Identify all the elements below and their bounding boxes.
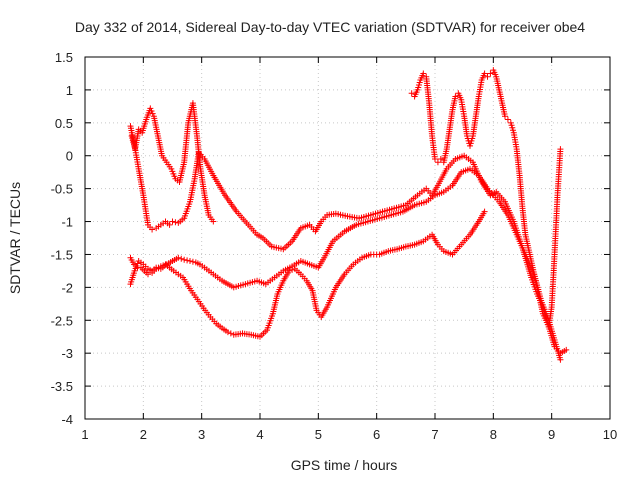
data-point [502,113,508,120]
data-point [504,116,511,123]
trace-marker [172,219,179,226]
data-point [408,90,415,97]
y-tick-label: -3 [61,346,73,361]
x-tick-label: 3 [198,427,205,442]
data-point [145,271,151,278]
series-track-3 [127,208,488,340]
y-tick-label: -4 [61,412,73,427]
x-tick-label: 2 [140,427,147,442]
data-point [286,267,293,274]
trace-marker [289,266,296,273]
data-point [563,346,570,353]
data-point [452,93,459,100]
y-tick-label: -0.5 [51,182,73,197]
data-point [481,208,488,215]
y-tick-label: -3.5 [51,379,73,394]
x-tick-label: 6 [373,427,380,442]
trace-marker [227,330,234,337]
data-point [181,256,188,263]
x-axis-label: GPS time / hours [291,457,398,473]
data-point [557,356,564,363]
x-tick-label: 10 [603,427,617,442]
trace-marker [148,107,155,114]
series-track-5 [408,67,564,330]
x-tick-label: 8 [490,427,497,442]
x-tick-label: 1 [81,427,88,442]
trace-marker [184,257,191,264]
chart-title: Day 332 of 2014, Sidereal Day-to-day VTE… [75,19,585,35]
y-tick-label: -2.5 [51,313,73,328]
x-tick-label: 9 [548,427,555,442]
data-point [481,70,488,77]
data-point [420,70,427,77]
y-axis-label: SDTVAR / TECUs [7,182,23,294]
x-tick-label: 7 [431,427,438,442]
data-point [147,105,154,112]
data-point [487,70,494,77]
data-point [224,329,231,336]
y-tick-label: 0 [66,149,73,164]
y-tick-label: -2 [61,280,73,295]
x-tick-label: 5 [315,427,322,442]
x-tick-label: 4 [256,427,263,442]
data-points [127,67,570,363]
data-point [175,254,182,261]
axis-ticks: 1 2 3 4 5 6 7 8 9 10 -4 -3.5 -3 -2.5 -2 -1.5 -1 -0.5 0 0.5 1… [51,50,618,442]
data-point [169,218,176,225]
data-point [166,221,173,228]
data-point [149,226,156,233]
y-tick-label: -1 [61,215,73,230]
data-point [484,73,491,80]
data-point [434,159,441,166]
y-tick-label: 1 [66,83,73,98]
trace-marker [149,110,156,117]
data-point [210,218,217,225]
trace-marker [178,255,185,262]
plot-frame [84,56,611,420]
series-track-1 [127,123,570,357]
y-tick-label: -1.5 [51,247,73,262]
grid [85,57,610,419]
data-point [557,146,564,153]
trace-marker [189,258,196,265]
data-point [432,156,438,163]
y-tick-label: 0.5 [55,116,73,131]
data-point [187,258,193,265]
data-point [437,156,444,163]
series-track-4 [128,100,217,225]
y-tick-label: 1.5 [55,50,73,65]
